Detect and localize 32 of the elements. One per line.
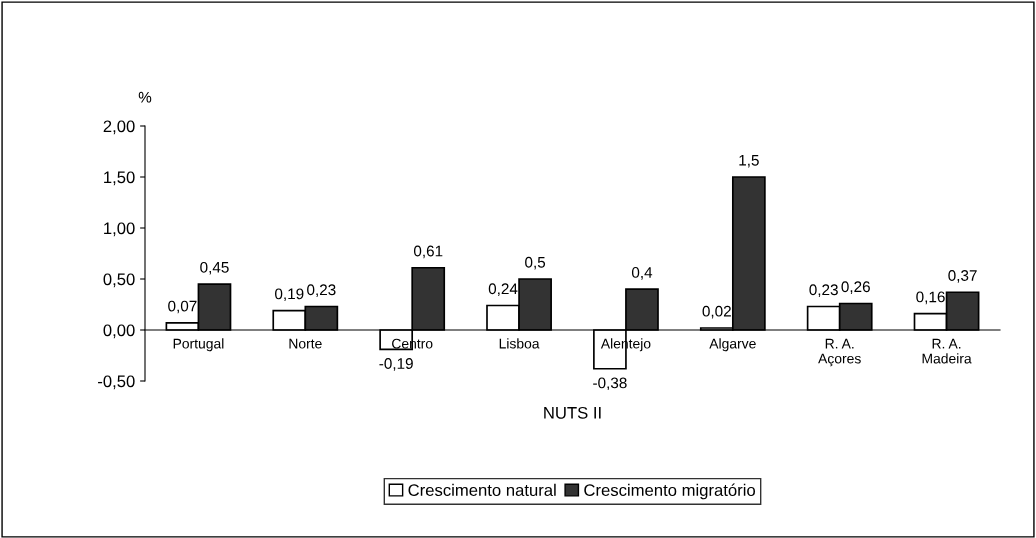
y-axis-title: % [138, 91, 152, 103]
x-tick-label: Algarve [709, 338, 756, 352]
data-label: 0,45 [200, 261, 229, 275]
legend-label: Crescimento natural [408, 483, 556, 497]
data-label: -0,38 [593, 377, 627, 391]
y-tick-label: 0,50 [103, 273, 135, 288]
x-tick-label: Lisboa [499, 338, 540, 349]
data-label: 0,23 [809, 284, 838, 297]
data-label: 1,5 [739, 154, 759, 168]
data-label: 0,07 [168, 300, 197, 314]
y-tick-label: 1,50 [104, 171, 135, 186]
data-label: 0,61 [413, 245, 443, 259]
y-tick-label: 2,00 [103, 120, 135, 135]
data-label: 0,19 [275, 288, 304, 302]
x-axis-title: NUTS II [544, 406, 601, 419]
x-tick-label: R. A. Açores [818, 338, 861, 367]
data-label: -0,19 [379, 358, 413, 371]
x-tick-label: Portugal [173, 338, 224, 352]
data-label: 0,02 [702, 305, 731, 319]
x-tick-label: R. A. Madeira [922, 338, 972, 364]
y-tick-label: 0,00 [103, 324, 135, 339]
data-label: 0,24 [488, 283, 518, 296]
data-label: 0,26 [841, 281, 870, 294]
y-tick-label: 1,00 [104, 222, 135, 237]
data-label: 0,5 [525, 256, 546, 270]
x-tick-label: Norte [289, 338, 322, 349]
y-tick-label: -0,50 [98, 375, 135, 390]
data-label: 0,37 [948, 270, 977, 283]
data-label: 0,4 [631, 267, 653, 280]
data-label: 0,23 [307, 284, 336, 297]
data-label: 0,16 [916, 291, 945, 305]
legend-label: Crescimento migratório [584, 483, 756, 500]
